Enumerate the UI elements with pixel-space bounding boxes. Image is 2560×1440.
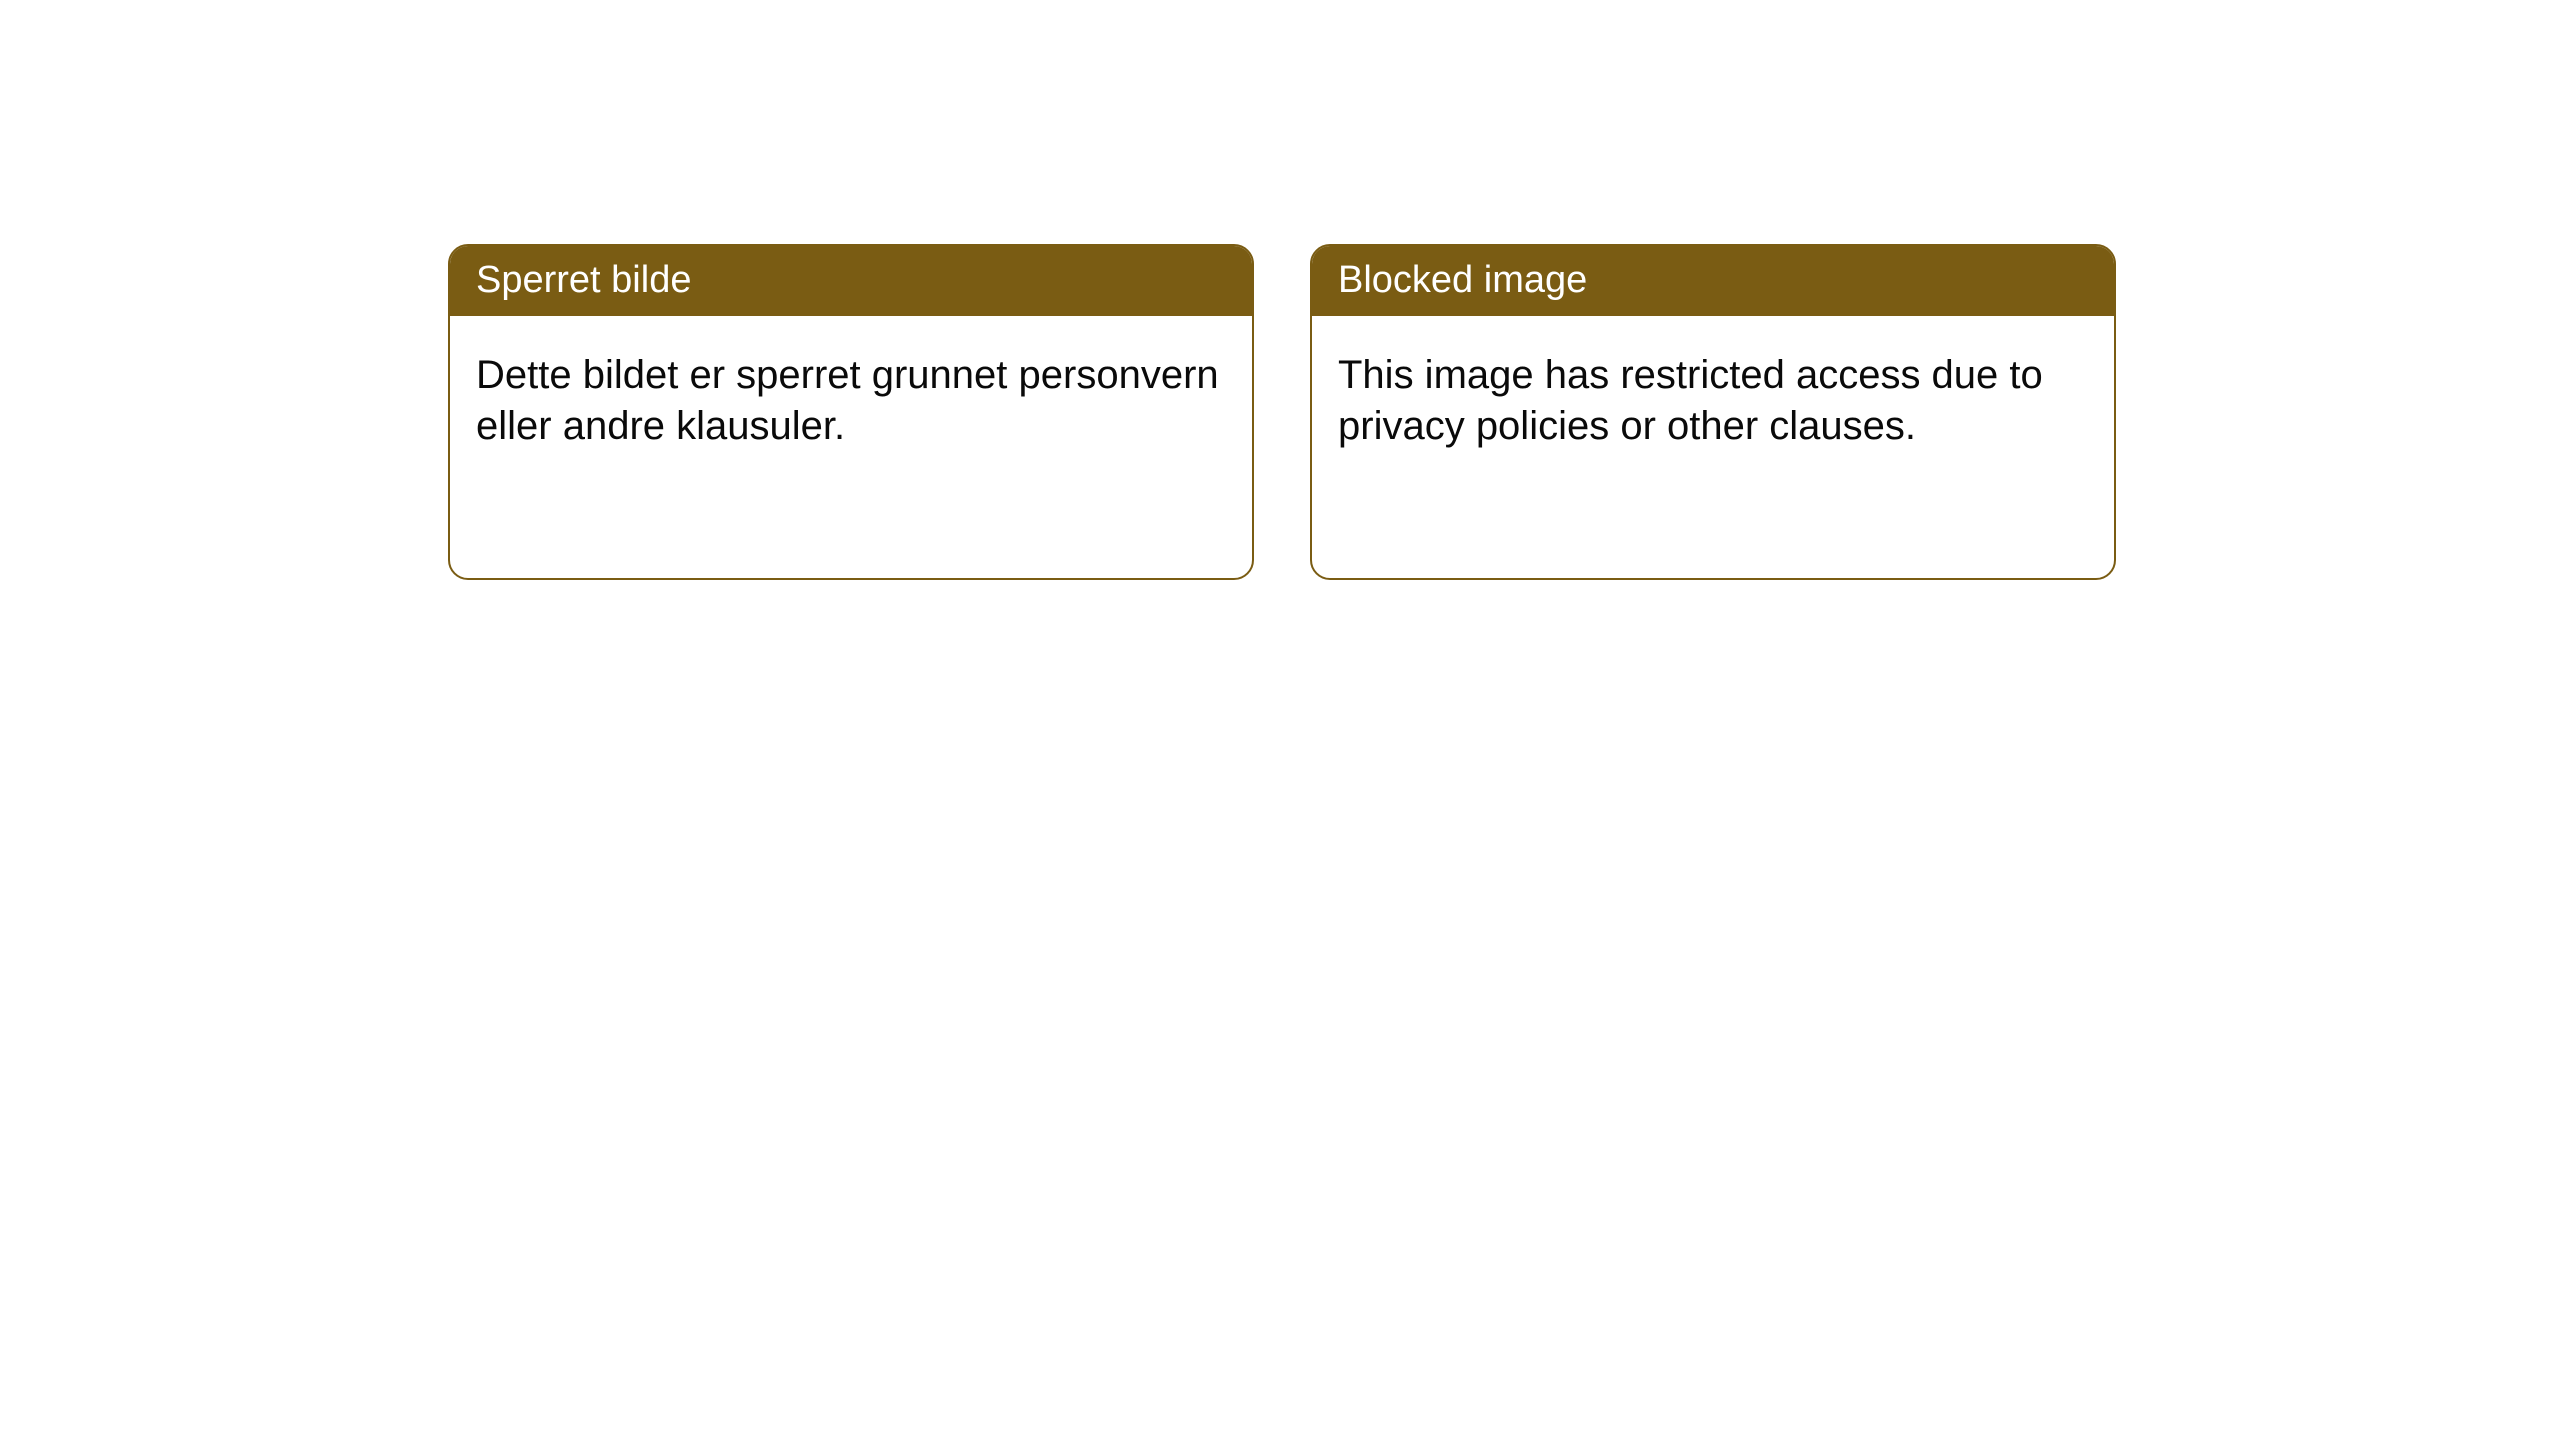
notice-container: Sperret bilde Dette bildet er sperret gr… <box>0 0 2560 580</box>
card-body: This image has restricted access due to … <box>1312 316 2114 486</box>
card-header: Blocked image <box>1312 246 2114 316</box>
notice-card-english: Blocked image This image has restricted … <box>1310 244 2116 580</box>
card-header: Sperret bilde <box>450 246 1252 316</box>
notice-card-norwegian: Sperret bilde Dette bildet er sperret gr… <box>448 244 1254 580</box>
card-body: Dette bildet er sperret grunnet personve… <box>450 316 1252 486</box>
